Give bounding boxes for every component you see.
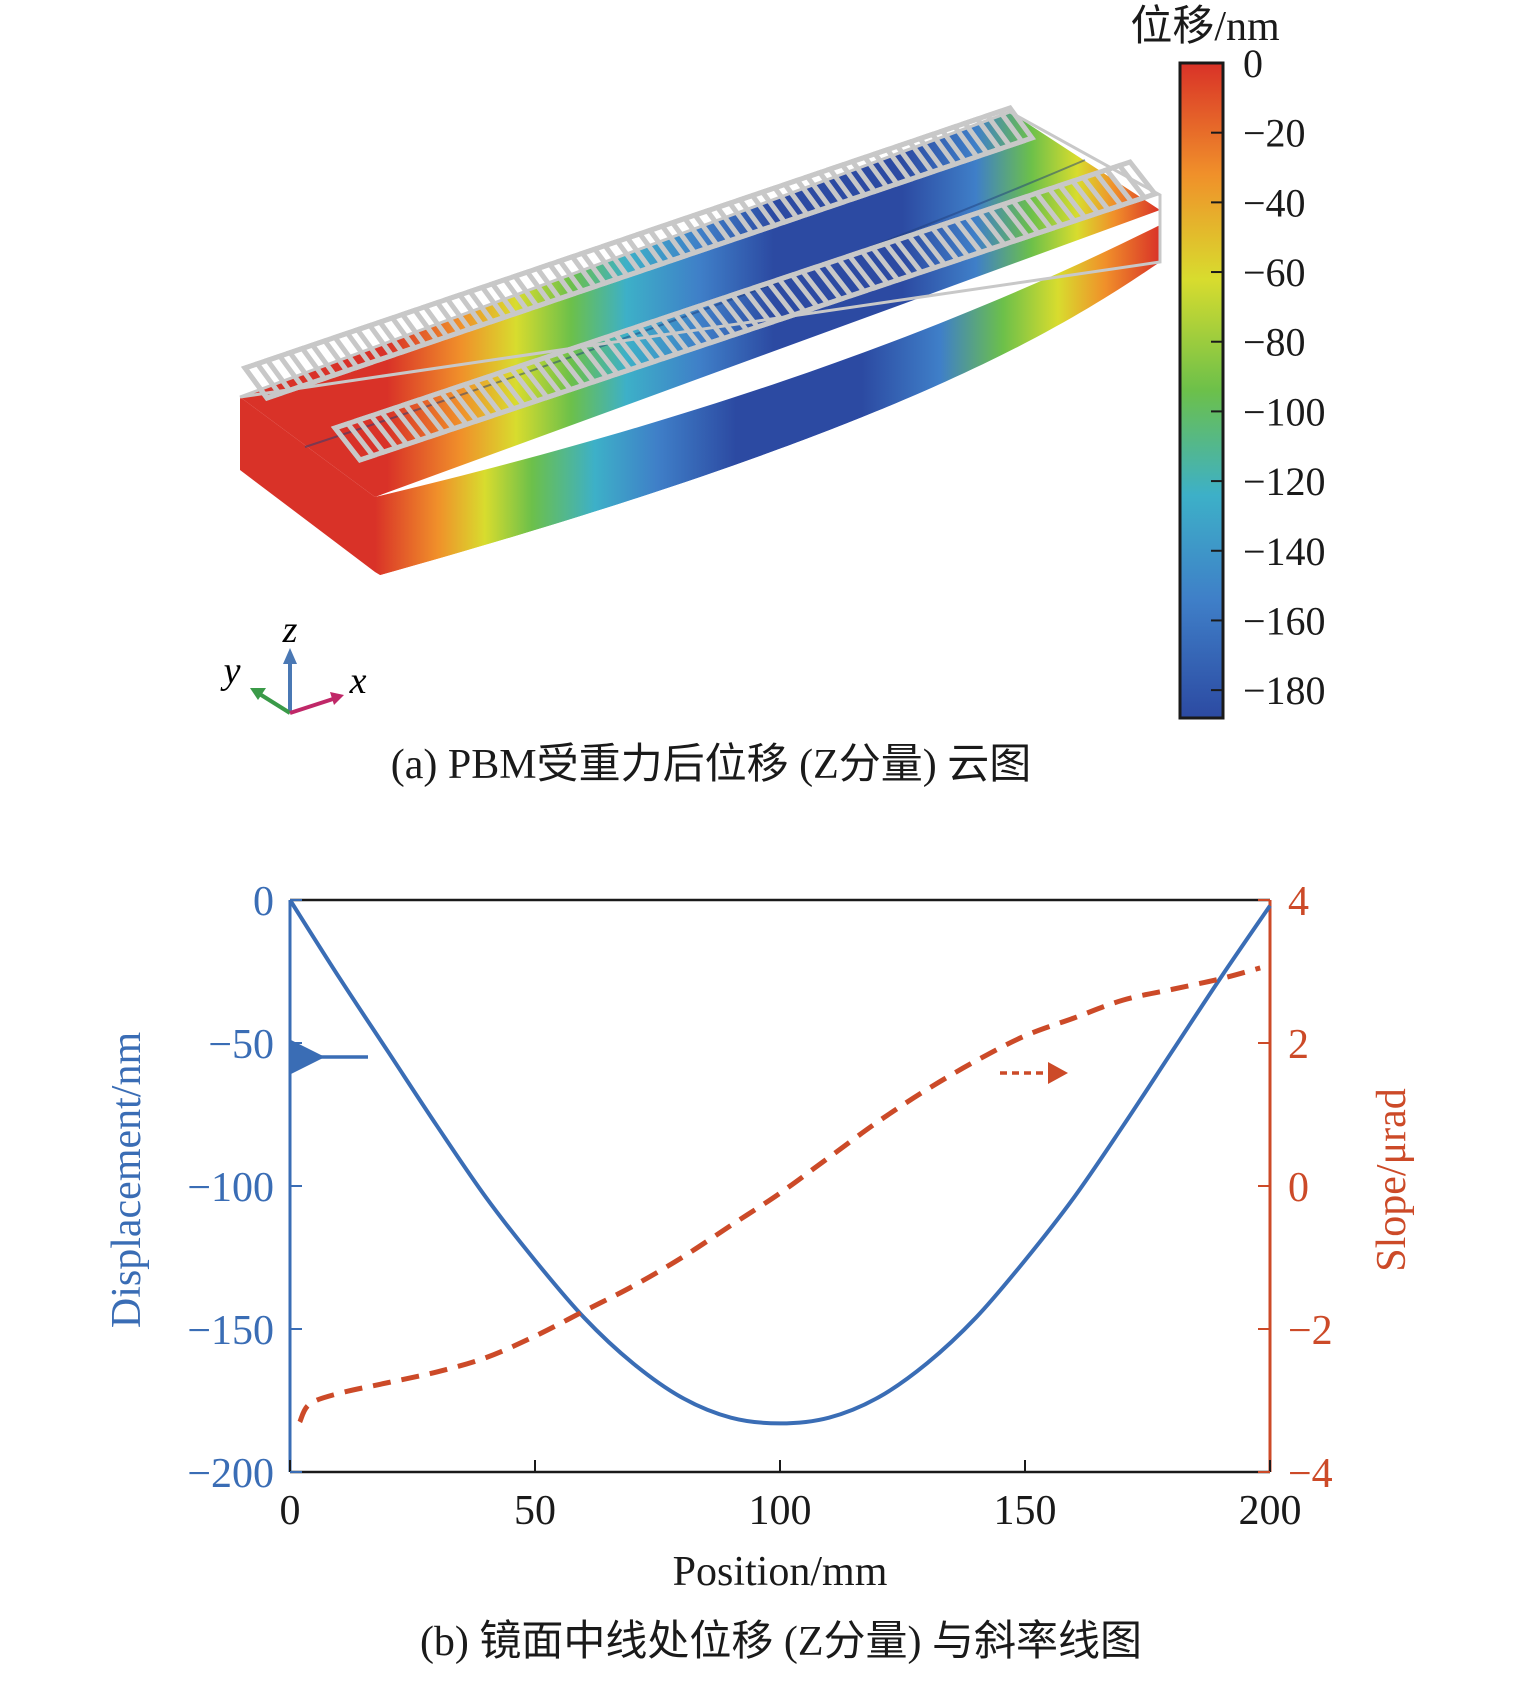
y-right-tick-label: 4 xyxy=(1288,879,1309,925)
y-axis-left-title: Displacement/nm xyxy=(104,1032,150,1329)
y-right-tick-label: −4 xyxy=(1288,1451,1333,1497)
x-tick-label: 50 xyxy=(514,1488,556,1534)
colorbar-gradient xyxy=(1178,61,1225,720)
colorbar-tick-label: −80 xyxy=(1243,320,1306,365)
x-tick-label: 150 xyxy=(994,1488,1057,1534)
colorbar-tick-label: −180 xyxy=(1243,668,1326,713)
caption-a: (a) PBM受重力后位移 (Z分量) 云图 xyxy=(391,741,1031,788)
slot-row-frame xyxy=(240,105,1037,401)
beam-outline-back xyxy=(239,110,1162,399)
colorbar-tick-label: −60 xyxy=(1243,250,1306,295)
colorbar-tick-label: −20 xyxy=(1243,111,1306,156)
colorbar: 位移/nm 0 −20 −40 −60 −80 −100 −120 −140 −160 −180 xyxy=(1130,3,1326,720)
y-right-tick-label: 2 xyxy=(1288,1022,1309,1068)
colorbar-tick-label: −140 xyxy=(1243,529,1326,574)
x-axis-line xyxy=(289,697,334,715)
colorbar-tick-label: −40 xyxy=(1243,180,1306,225)
beam-front-face-lower xyxy=(375,225,1160,575)
beam-3d-model xyxy=(239,105,1162,575)
slot-row-frame xyxy=(330,159,1160,463)
x-axis-title: Position/mm xyxy=(673,1549,888,1595)
y-axis-right-title: Slope/μrad xyxy=(1369,1088,1415,1271)
chart-series xyxy=(288,898,1272,1426)
x-tick-label: 100 xyxy=(749,1488,812,1534)
colorbar-tick-label: −160 xyxy=(1243,598,1326,643)
x-tick-label: 200 xyxy=(1239,1488,1302,1534)
x-axis-label: x xyxy=(349,660,367,702)
beam-end-face xyxy=(240,397,375,572)
y-right-tick-label: 0 xyxy=(1288,1165,1309,1211)
caption-b: (b) 镜面中线处位移 (Z分量) 与斜率线图 xyxy=(420,1618,1142,1665)
colorbar-title: 位移/nm xyxy=(1130,3,1280,50)
colorbar-ticks: 0 −20 −40 −60 −80 −100 −120 −140 −160 −180 xyxy=(1211,41,1326,713)
x-tick-label: 0 xyxy=(280,1488,301,1534)
z-axis-label: z xyxy=(282,609,298,651)
y-arrow-icon xyxy=(250,688,266,700)
series-displacement-line xyxy=(288,898,1272,1426)
y-axis-line xyxy=(256,691,292,715)
x-arrow-icon xyxy=(330,692,344,705)
y-axis-label: y xyxy=(220,650,241,692)
y-right-tick-label: −2 xyxy=(1288,1308,1333,1354)
y-left-tick-label: 0 xyxy=(253,879,274,925)
chart-b: 0 50 100 150 200 0 −50 −100 −150 −200 4 2 0 −2 −4 Posi… xyxy=(104,879,1415,1665)
y-left-tick-label: −200 xyxy=(187,1451,274,1497)
beam-center-groove xyxy=(304,159,1086,448)
series-slope-line xyxy=(297,965,1261,1424)
y-left-tick-label: −150 xyxy=(187,1308,274,1354)
colorbar-tick-label: −100 xyxy=(1243,389,1326,434)
y-left-tick-label: −50 xyxy=(208,1022,274,1068)
colorbar-tick-label: −120 xyxy=(1243,459,1326,504)
y-left-tick-label: −100 xyxy=(187,1165,274,1211)
chart-axes: 0 50 100 150 200 0 −50 −100 −150 −200 4 2 0 −2 −4 xyxy=(187,879,1332,1534)
z-arrow-icon xyxy=(283,648,297,664)
colorbar-tick-label: 0 xyxy=(1243,41,1263,86)
support-slot-grid xyxy=(240,105,1160,463)
arrow-slope-head-icon xyxy=(1048,1062,1068,1084)
axes-triad: z y x xyxy=(220,609,367,715)
